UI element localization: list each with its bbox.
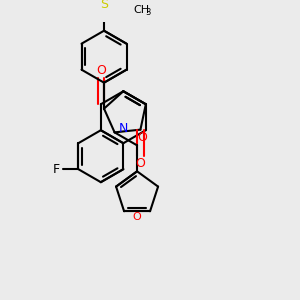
Text: N: N (119, 122, 129, 135)
Text: CH: CH (134, 5, 150, 15)
Text: O: O (96, 64, 106, 77)
Text: F: F (53, 163, 60, 176)
Text: 3: 3 (145, 8, 150, 17)
Text: O: O (137, 131, 147, 144)
Text: O: O (136, 157, 146, 169)
Text: S: S (100, 0, 108, 11)
Text: O: O (133, 212, 142, 222)
